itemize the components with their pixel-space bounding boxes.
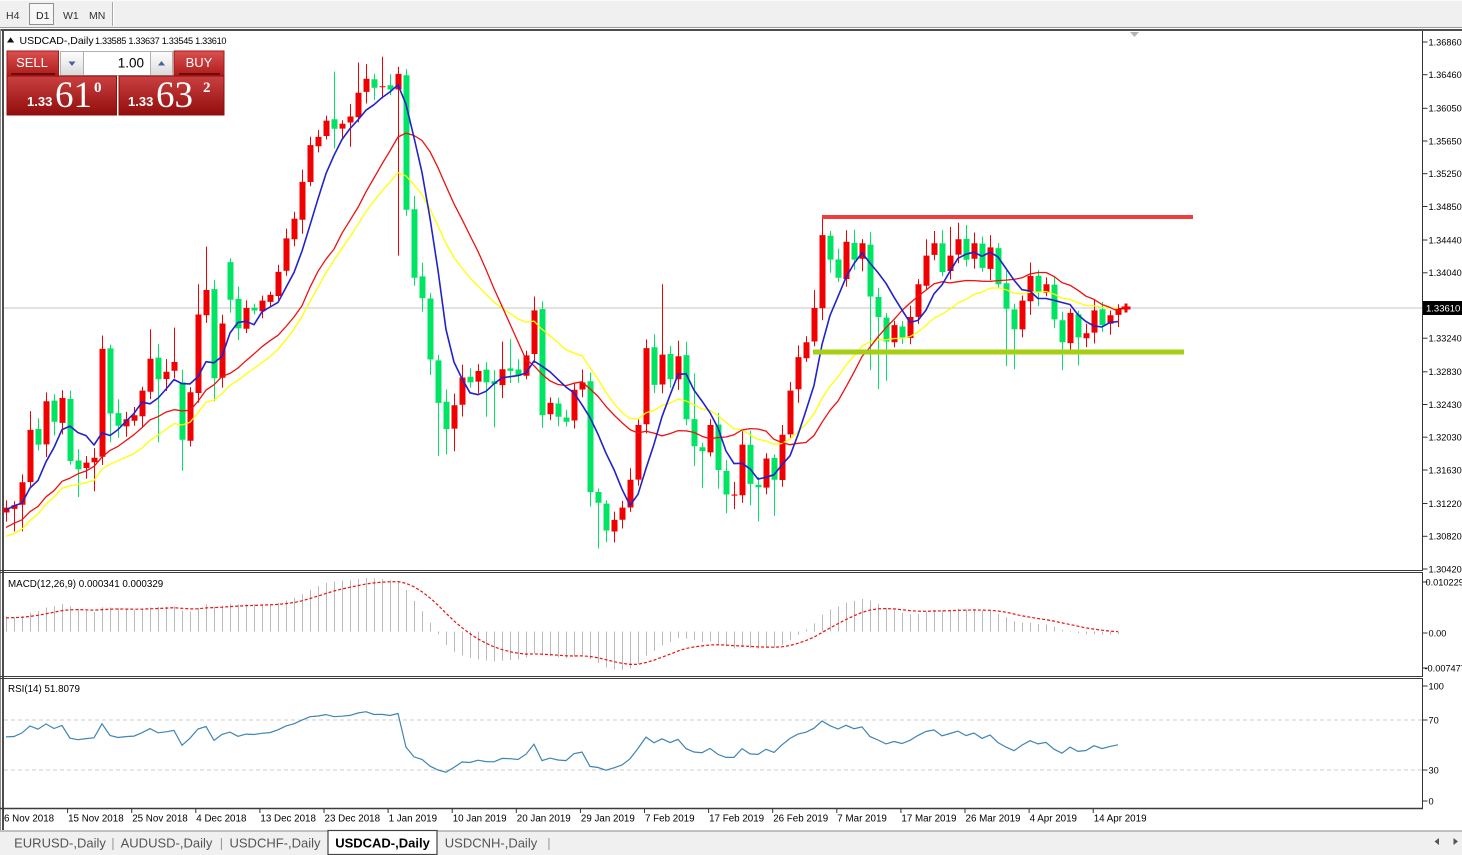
svg-text:25 Nov 2018: 25 Nov 2018 xyxy=(132,814,188,825)
svg-text:23 Dec 2018: 23 Dec 2018 xyxy=(325,814,381,825)
svg-text:1.32430: 1.32430 xyxy=(1429,400,1462,410)
svg-text:BUY: BUY xyxy=(186,55,213,70)
svg-text:1.36460: 1.36460 xyxy=(1429,70,1462,80)
svg-text:EURUSD-,Daily: EURUSD-,Daily xyxy=(14,836,106,851)
svg-text:1 Jan 2019: 1 Jan 2019 xyxy=(389,814,437,825)
svg-text:61: 61 xyxy=(55,75,92,116)
svg-text:7 Mar 2019: 7 Mar 2019 xyxy=(837,814,887,825)
svg-text:13 Dec 2018: 13 Dec 2018 xyxy=(260,814,316,825)
svg-text:W1: W1 xyxy=(63,10,79,22)
svg-text:6 Nov 2018: 6 Nov 2018 xyxy=(4,814,55,825)
svg-text:1.36050: 1.36050 xyxy=(1429,104,1462,114)
svg-text:|: | xyxy=(111,836,114,851)
svg-text:1.33: 1.33 xyxy=(128,94,153,109)
svg-text:1.34440: 1.34440 xyxy=(1429,235,1462,245)
svg-text:MACD(12,26,9) 0.000341 0.00032: MACD(12,26,9) 0.000341 0.000329 xyxy=(8,579,163,590)
svg-text:100: 100 xyxy=(1429,681,1444,691)
svg-text:D1: D1 xyxy=(36,10,50,22)
svg-text:2: 2 xyxy=(203,80,211,96)
svg-text:1.30820: 1.30820 xyxy=(1429,532,1462,542)
svg-text:0.00: 0.00 xyxy=(1429,628,1447,638)
svg-text:26 Mar 2019: 26 Mar 2019 xyxy=(966,814,1021,825)
svg-text:15 Nov 2018: 15 Nov 2018 xyxy=(68,814,124,825)
svg-text:7 Feb 2019: 7 Feb 2019 xyxy=(645,814,695,825)
svg-text:30: 30 xyxy=(1429,765,1439,775)
svg-text:26 Feb 2019: 26 Feb 2019 xyxy=(773,814,828,825)
svg-text:1.00: 1.00 xyxy=(118,56,144,71)
svg-text:USDCAD-,Daily: USDCAD-,Daily xyxy=(20,35,95,47)
svg-text:RSI(14) 51.8079: RSI(14) 51.8079 xyxy=(8,684,80,695)
svg-text:MN: MN xyxy=(89,10,105,22)
svg-text:|: | xyxy=(547,836,550,851)
svg-text:10 Jan 2019: 10 Jan 2019 xyxy=(453,814,507,825)
svg-text:USDCHF-,Daily: USDCHF-,Daily xyxy=(230,836,322,851)
svg-text:0: 0 xyxy=(1429,796,1434,806)
svg-text:1.33610: 1.33610 xyxy=(1426,304,1460,315)
svg-text:17 Mar 2019: 17 Mar 2019 xyxy=(901,814,956,825)
svg-text:20 Jan 2019: 20 Jan 2019 xyxy=(517,814,571,825)
svg-text:1.35250: 1.35250 xyxy=(1429,169,1462,179)
svg-text:1.36860: 1.36860 xyxy=(1429,37,1462,47)
svg-text:0: 0 xyxy=(94,80,102,96)
svg-text:1.32830: 1.32830 xyxy=(1429,367,1462,377)
svg-text:1.33585 1.33637 1.33545 1.3361: 1.33585 1.33637 1.33545 1.33610 xyxy=(95,36,226,46)
svg-text:70: 70 xyxy=(1429,715,1439,725)
svg-text:1.33: 1.33 xyxy=(27,94,52,109)
svg-text:1.31220: 1.31220 xyxy=(1429,499,1462,509)
svg-text:1.34850: 1.34850 xyxy=(1429,202,1462,212)
svg-text:1.30420: 1.30420 xyxy=(1429,564,1462,574)
svg-text:|: | xyxy=(220,836,223,851)
svg-text:USDCAD-,Daily: USDCAD-,Daily xyxy=(335,836,430,851)
svg-text:17 Feb 2019: 17 Feb 2019 xyxy=(709,814,764,825)
svg-text:0.010229: 0.010229 xyxy=(1426,577,1462,587)
svg-text:63: 63 xyxy=(156,75,193,116)
svg-text:1.34040: 1.34040 xyxy=(1429,268,1462,278)
svg-text:H4: H4 xyxy=(6,10,20,22)
svg-text:29 Jan 2019: 29 Jan 2019 xyxy=(581,814,635,825)
svg-text:USDCNH-,Daily: USDCNH-,Daily xyxy=(445,836,538,851)
svg-text:SELL: SELL xyxy=(16,55,48,70)
svg-text:4 Apr 2019: 4 Apr 2019 xyxy=(1030,814,1077,825)
svg-text:-0.007477: -0.007477 xyxy=(1425,663,1462,673)
svg-text:1.33240: 1.33240 xyxy=(1429,334,1462,344)
svg-text:1.35650: 1.35650 xyxy=(1429,136,1462,146)
svg-text:1.31630: 1.31630 xyxy=(1429,465,1462,475)
svg-text:1.32030: 1.32030 xyxy=(1429,433,1462,443)
svg-text:AUDUSD-,Daily: AUDUSD-,Daily xyxy=(121,836,213,851)
svg-text:14 Apr 2019: 14 Apr 2019 xyxy=(1094,814,1147,825)
svg-text:4 Dec 2018: 4 Dec 2018 xyxy=(196,814,247,825)
